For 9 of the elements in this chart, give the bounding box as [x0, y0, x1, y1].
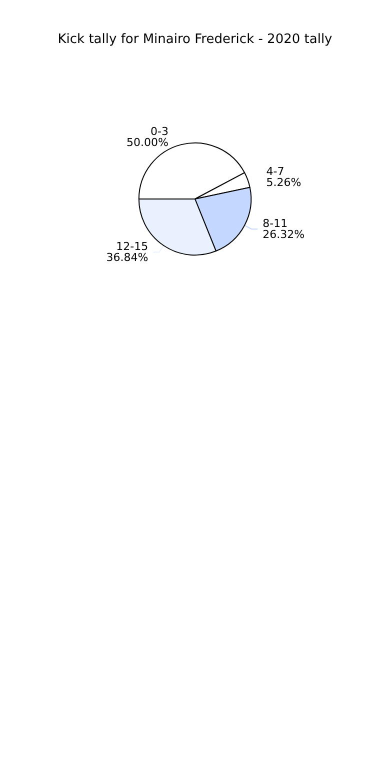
data-label: 5.26%: [266, 176, 302, 190]
data-label: 50.00%: [126, 136, 168, 149]
data-label: 26.32%: [262, 228, 305, 242]
chart-title: Kick tally for Minairo Frederick - 2020 tally: [58, 32, 333, 47]
slice-label: 4-7: [266, 165, 284, 178]
data-label: 36.84%: [106, 251, 148, 264]
slice-label: 8-11: [262, 217, 288, 230]
slice-label: 0-3: [150, 124, 168, 138]
slice-label: 12-15: [116, 240, 148, 254]
